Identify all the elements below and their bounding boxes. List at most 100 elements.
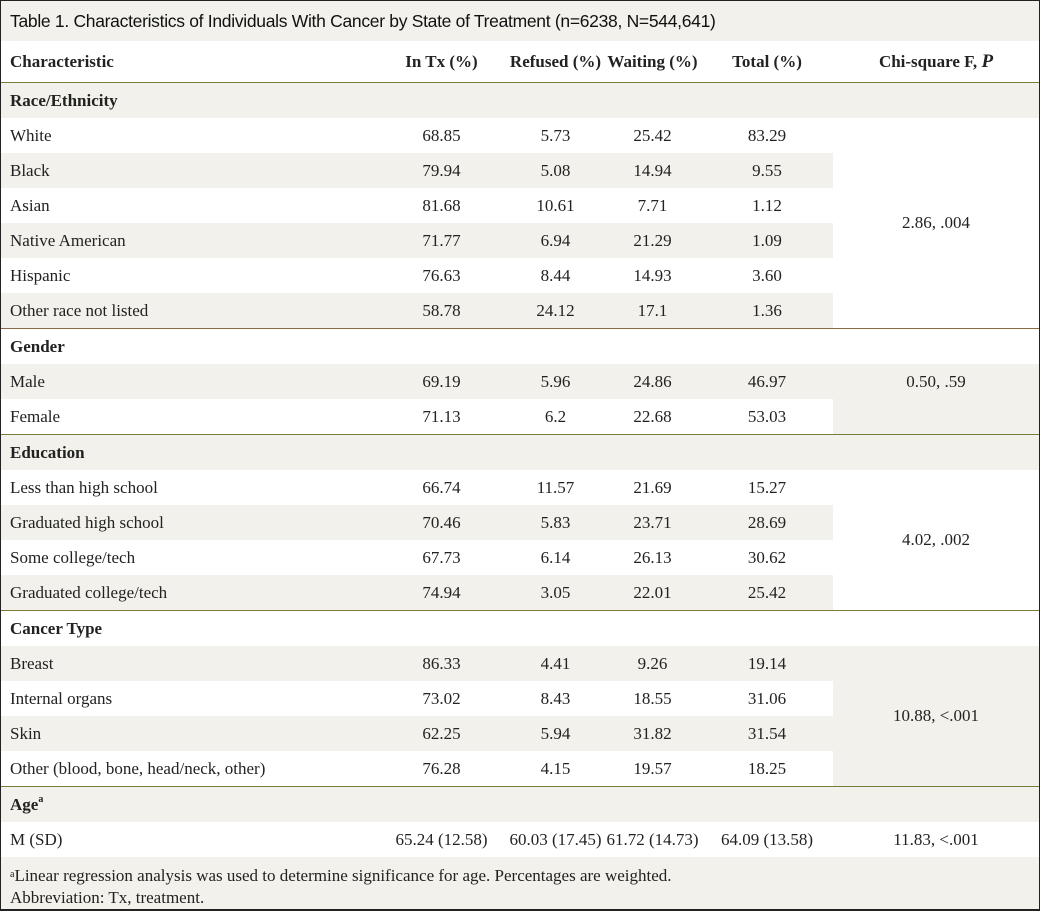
cell-waiting: 19.57 — [604, 751, 701, 787]
cell-in-tx: 58.78 — [376, 293, 507, 329]
cell-refused: 5.94 — [507, 716, 604, 751]
cell-total: 1.12 — [701, 188, 833, 223]
row-label: Hispanic — [1, 258, 376, 293]
cell-waiting: 23.71 — [604, 505, 701, 540]
cell-in-tx: 71.13 — [376, 399, 507, 435]
row-label: Male — [1, 364, 376, 399]
table-row: Internal organs 73.02 8.43 18.55 31.06 — [1, 681, 1039, 716]
col-header-total: Total (%) — [701, 41, 833, 83]
table-row: Asian 81.68 10.61 7.71 1.12 — [1, 188, 1039, 223]
cell-total: 1.09 — [701, 223, 833, 258]
col-header-refused: Refused (%) — [507, 41, 604, 83]
cell-total: 25.42 — [701, 575, 833, 611]
cell-in-tx: 79.94 — [376, 153, 507, 188]
group-label: Agea — [1, 786, 376, 822]
row-label: Breast — [1, 646, 376, 681]
footnote-marker: a — [38, 793, 44, 805]
table-row: Other race not listed 58.78 24.12 17.1 1… — [1, 293, 1039, 329]
cell-chi-square: 11.83, <.001 — [833, 822, 1039, 857]
cell-total: 46.97 — [701, 364, 833, 399]
chi-square-label: Chi-square F, — [878, 51, 982, 71]
table-row: Graduated college/tech 74.94 3.05 22.01 … — [1, 575, 1039, 611]
table-body: Race/Ethnicity White 68.85 5.73 25.42 83… — [1, 82, 1039, 857]
row-label: M (SD) — [1, 822, 376, 857]
table-row: Black 79.94 5.08 14.94 9.55 — [1, 153, 1039, 188]
table-title: Table 1. Characteristics of Individuals … — [1, 1, 1039, 41]
cell-in-tx: 81.68 — [376, 188, 507, 223]
row-label: Graduated college/tech — [1, 575, 376, 611]
cell-total: 3.60 — [701, 258, 833, 293]
table-row: Male 69.19 5.96 24.86 46.97 0.50, .59 — [1, 364, 1039, 435]
characteristics-table: Characteristic In Tx (%) Refused (%) Wai… — [1, 41, 1039, 857]
cell-total: 28.69 — [701, 505, 833, 540]
row-label: Other (blood, bone, head/neck, other) — [1, 751, 376, 787]
header-row: Characteristic In Tx (%) Refused (%) Wai… — [1, 41, 1039, 83]
cell-total: 18.25 — [701, 751, 833, 787]
table-row: Graduated high school 70.46 5.83 23.71 2… — [1, 505, 1039, 540]
row-label: Black — [1, 153, 376, 188]
cell-refused: 3.05 — [507, 575, 604, 611]
group-label: Race/Ethnicity — [1, 82, 376, 118]
table-row: Some college/tech 67.73 6.14 26.13 30.62 — [1, 540, 1039, 575]
cell-in-tx: 66.74 — [376, 470, 507, 505]
cell-in-tx: 62.25 — [376, 716, 507, 751]
cell-refused: 11.57 — [507, 470, 604, 505]
cell-refused: 60.03 (17.45) — [507, 822, 604, 857]
cell-total: 1.36 — [701, 293, 833, 329]
cell-waiting: 22.68 — [604, 399, 701, 435]
row-label: Female — [1, 399, 376, 435]
cell-waiting: 61.72 (14.73) — [604, 822, 701, 857]
cell-in-tx: 76.63 — [376, 258, 507, 293]
cell-waiting: 9.26 — [604, 646, 701, 681]
cell-waiting: 14.93 — [604, 258, 701, 293]
cell-total: 53.03 — [701, 399, 833, 435]
table-row: Breast 86.33 4.41 9.26 19.14 10.88, <.00… — [1, 646, 1039, 787]
group-header-gender: Gender — [1, 328, 1039, 364]
cell-refused: 5.83 — [507, 505, 604, 540]
cell-waiting: 25.42 — [604, 118, 701, 153]
table-row: M (SD) 65.24 (12.58) 60.03 (17.45) 61.72… — [1, 822, 1039, 857]
cell-in-tx: 86.33 — [376, 646, 507, 681]
cell-total: 19.14 — [701, 646, 833, 681]
cell-in-tx: 67.73 — [376, 540, 507, 575]
cell-waiting: 18.55 — [604, 681, 701, 716]
cell-refused: 5.08 — [507, 153, 604, 188]
cell-refused: 10.61 — [507, 188, 604, 223]
col-header-in-tx: In Tx (%) — [376, 41, 507, 83]
cell-chi-square: 0.50, .59 — [833, 364, 1039, 435]
cell-chi-square: 2.86, .004 — [833, 118, 1039, 329]
cell-waiting: 26.13 — [604, 540, 701, 575]
cell-refused: 5.96 — [507, 364, 604, 399]
cell-waiting: 14.94 — [604, 153, 701, 188]
cell-waiting: 21.29 — [604, 223, 701, 258]
group-label: Education — [1, 434, 376, 470]
table-row: Hispanic 76.63 8.44 14.93 3.60 — [1, 258, 1039, 293]
row-label: Internal organs — [1, 681, 376, 716]
footnote-a: aLinear regression analysis was used to … — [10, 865, 1030, 887]
cell-chi-square: 10.88, <.001 — [833, 646, 1039, 787]
cell-total: 15.27 — [701, 470, 833, 505]
row-label: Graduated high school — [1, 505, 376, 540]
group-label: Gender — [1, 328, 376, 364]
group-label: Cancer Type — [1, 610, 376, 646]
cell-waiting: 21.69 — [604, 470, 701, 505]
table-row: White 68.85 5.73 25.42 83.29 2.86, .004 — [1, 118, 1039, 329]
cell-refused: 6.14 — [507, 540, 604, 575]
cell-waiting: 7.71 — [604, 188, 701, 223]
cell-total: 30.62 — [701, 540, 833, 575]
cell-in-tx: 70.46 — [376, 505, 507, 540]
row-label: Less than high school — [1, 470, 376, 505]
group-header-age: Agea — [1, 786, 1039, 822]
table-row: Skin 62.25 5.94 31.82 31.54 — [1, 716, 1039, 751]
cell-refused: 6.2 — [507, 399, 604, 435]
p-symbol: P — [981, 50, 994, 72]
cell-in-tx: 65.24 (12.58) — [376, 822, 507, 857]
cell-total: 9.55 — [701, 153, 833, 188]
table-row: Other (blood, bone, head/neck, other) 76… — [1, 751, 1039, 787]
cell-refused: 5.73 — [507, 118, 604, 153]
row-label: Asian — [1, 188, 376, 223]
group-header-cancer-type: Cancer Type — [1, 610, 1039, 646]
table-row: Less than high school 66.74 11.57 21.69 … — [1, 470, 1039, 611]
cell-refused: 8.43 — [507, 681, 604, 716]
